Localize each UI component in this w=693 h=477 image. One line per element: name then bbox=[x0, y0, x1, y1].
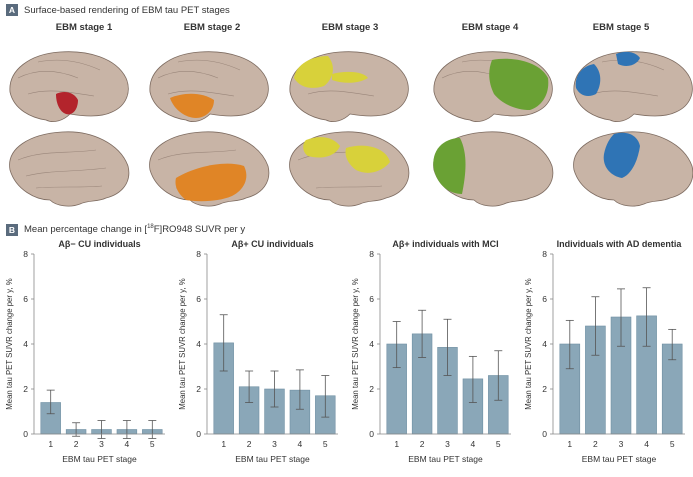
y-tick-label: 8 bbox=[542, 249, 547, 259]
x-axis-label: EBM tau PET stage bbox=[408, 454, 483, 464]
panel-a-header: A Surface-based rendering of EBM tau PET… bbox=[6, 3, 230, 17]
y-tick-label: 4 bbox=[542, 339, 547, 349]
y-tick-label: 0 bbox=[196, 429, 201, 439]
bar-chart-abeta-pos-cu: Aβ+ CU individuals 0 2 4 6 8 Mean tau PET SUVR… bbox=[178, 239, 338, 464]
panel-b-title-pre: Mean percentage change in [ bbox=[24, 224, 148, 236]
x-tick-label: 4 bbox=[125, 439, 130, 449]
brain-stage-1-lateral bbox=[9, 131, 130, 207]
brain-stage-4-lateral bbox=[433, 131, 554, 207]
panel-b-header: B Mean percentage change in [18F]RO948 S… bbox=[6, 223, 245, 237]
y-tick-label: 6 bbox=[23, 294, 28, 304]
x-tick-label: 2 bbox=[420, 439, 425, 449]
panel-b-title-post: F]RO948 SUVR per y bbox=[153, 224, 246, 236]
y-tick-label: 8 bbox=[369, 249, 374, 259]
x-axis-label: EBM tau PET stage bbox=[235, 454, 310, 464]
y-axis-label: Mean tau PET SUVR change per y, % bbox=[351, 278, 360, 410]
y-tick-label: 6 bbox=[542, 294, 547, 304]
y-tick-label: 2 bbox=[369, 384, 374, 394]
panel-a-title: Surface-based rendering of EBM tau PET s… bbox=[24, 4, 230, 16]
bar-chart-ad-dementia: Individuals with AD dementia 0 2 4 6 8 Mean ta… bbox=[524, 239, 685, 464]
x-tick-label: 5 bbox=[670, 439, 675, 449]
y-tick-label: 0 bbox=[23, 429, 28, 439]
stage-3-title: EBM stage 3 bbox=[321, 22, 379, 33]
y-axis-label: Mean tau PET SUVR change per y, % bbox=[524, 278, 533, 410]
y-axis-label: Mean tau PET SUVR change per y, % bbox=[5, 278, 14, 410]
stage-1-title: EBM stage 1 bbox=[55, 22, 113, 33]
x-tick-label: 4 bbox=[471, 439, 476, 449]
x-tick-label: 2 bbox=[247, 439, 252, 449]
stage-5-title: EBM stage 5 bbox=[592, 22, 650, 33]
x-tick-label: 3 bbox=[619, 439, 624, 449]
brain-stage-1-medial bbox=[9, 51, 129, 123]
y-tick-label: 0 bbox=[542, 429, 547, 439]
brain-stage-4-medial bbox=[433, 51, 553, 123]
y-tick-label: 6 bbox=[196, 294, 201, 304]
panel-a-badge: A bbox=[6, 4, 18, 16]
panel-b-title: Mean percentage change in [18F]RO948 SUV… bbox=[24, 224, 245, 235]
x-axis-label: EBM tau PET stage bbox=[62, 454, 137, 464]
x-tick-label: 2 bbox=[74, 439, 79, 449]
x-tick-label: 1 bbox=[48, 439, 53, 449]
chart-title: Aβ− CU individuals bbox=[58, 239, 140, 249]
chart-title: Aβ+ individuals with MCI bbox=[392, 239, 498, 249]
chart-title: Aβ+ CU individuals bbox=[231, 239, 313, 249]
x-tick-label: 1 bbox=[221, 439, 226, 449]
panel-b-badge: B bbox=[6, 224, 18, 236]
y-tick-label: 2 bbox=[196, 384, 201, 394]
brain-stage-5-medial bbox=[573, 51, 693, 123]
brain-stage-2-medial bbox=[149, 51, 269, 123]
brain-stage-2-lateral bbox=[149, 131, 270, 207]
y-tick-label: 4 bbox=[369, 339, 374, 349]
bar-chart-abeta-pos-mci: Aβ+ individuals with MCI 0 2 4 6 8 Mean tau PE… bbox=[351, 239, 511, 464]
y-tick-label: 6 bbox=[369, 294, 374, 304]
x-tick-label: 3 bbox=[445, 439, 450, 449]
x-tick-label: 5 bbox=[496, 439, 501, 449]
x-tick-label: 1 bbox=[394, 439, 399, 449]
y-tick-label: 2 bbox=[23, 384, 28, 394]
brain-stage-5-lateral bbox=[573, 131, 693, 207]
x-tick-label: 2 bbox=[593, 439, 598, 449]
y-tick-label: 2 bbox=[542, 384, 547, 394]
x-axis-label: EBM tau PET stage bbox=[582, 454, 657, 464]
brain-stage-3-lateral bbox=[289, 131, 410, 207]
y-axis-label: Mean tau PET SUVR change per y, % bbox=[178, 278, 187, 410]
brain-stage-3-medial bbox=[289, 51, 409, 123]
y-tick-label: 4 bbox=[196, 339, 201, 349]
x-tick-label: 4 bbox=[298, 439, 303, 449]
y-tick-label: 8 bbox=[23, 249, 28, 259]
x-tick-label: 1 bbox=[567, 439, 572, 449]
x-tick-label: 3 bbox=[99, 439, 104, 449]
y-tick-label: 8 bbox=[196, 249, 201, 259]
y-tick-label: 0 bbox=[369, 429, 374, 439]
x-tick-label: 3 bbox=[272, 439, 277, 449]
x-tick-label: 5 bbox=[323, 439, 328, 449]
stage-2-title: EBM stage 2 bbox=[183, 22, 241, 33]
y-tick-label: 4 bbox=[23, 339, 28, 349]
bar-chart-abeta-neg-cu: Aβ− CU individuals 0 2 4 6 8 Mean tau PET SUVR… bbox=[5, 239, 165, 464]
stage-4-title: EBM stage 4 bbox=[461, 22, 519, 33]
x-tick-label: 5 bbox=[150, 439, 155, 449]
brain-renderings bbox=[9, 51, 693, 207]
panel-b-title-sup: 18 bbox=[147, 224, 154, 231]
chart-title: Individuals with AD dementia bbox=[557, 239, 683, 249]
x-tick-label: 4 bbox=[644, 439, 649, 449]
